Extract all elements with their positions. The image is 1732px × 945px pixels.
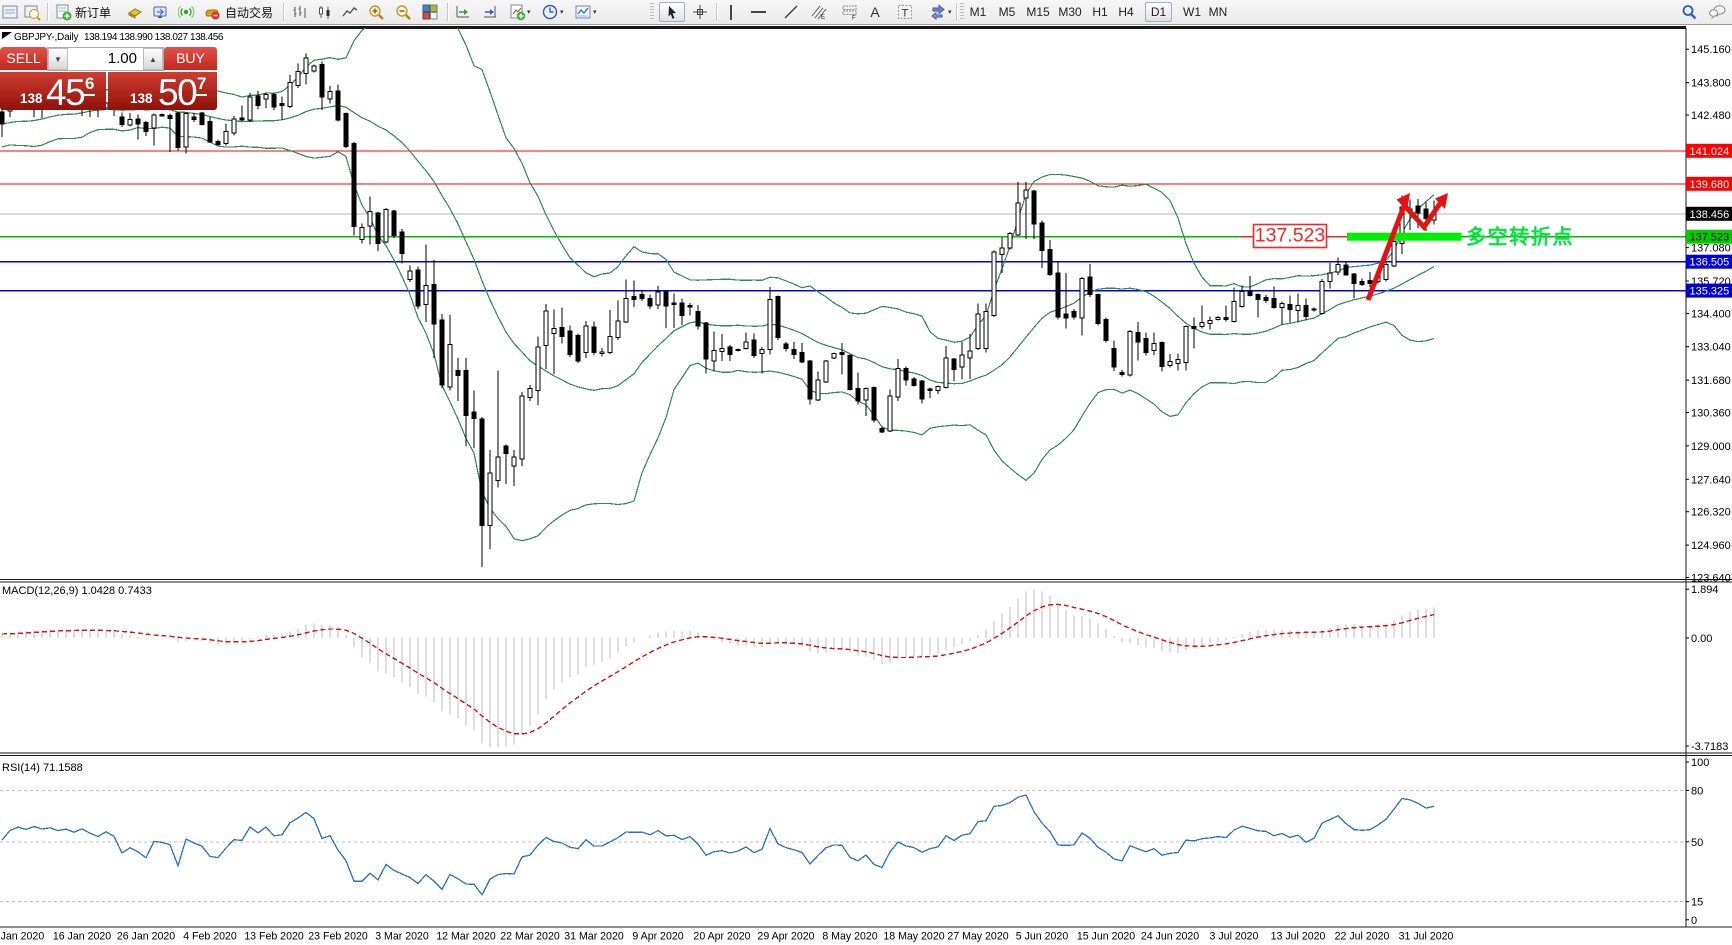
svg-text:80: 80: [1691, 785, 1703, 797]
svg-text:15 Jun 2020: 15 Jun 2020: [1077, 931, 1135, 943]
svg-text:RSI(14) 71.1588: RSI(14) 71.1588: [2, 762, 83, 774]
svg-text:139.680: 139.680: [1690, 179, 1730, 191]
svg-text:8 May 2020: 8 May 2020: [822, 931, 877, 943]
svg-text:12 Mar 2020: 12 Mar 2020: [436, 931, 496, 943]
svg-text:129.000: 129.000: [1691, 441, 1731, 453]
svg-text:27 May 2020: 27 May 2020: [947, 931, 1008, 943]
svg-text:145.160: 145.160: [1691, 44, 1731, 56]
svg-text:3 Jul 2020: 3 Jul 2020: [1210, 931, 1259, 943]
svg-text:7 Jan 2020: 7 Jan 2020: [0, 931, 44, 943]
svg-text:22 Jul 2020: 22 Jul 2020: [1335, 931, 1390, 943]
svg-text:127.640: 127.640: [1691, 474, 1731, 486]
svg-text:142.480: 142.480: [1691, 110, 1731, 122]
svg-text:多空转折点: 多空转折点: [1466, 225, 1574, 249]
svg-text:22 Mar 2020: 22 Mar 2020: [500, 931, 560, 943]
svg-text:0.00: 0.00: [1691, 633, 1712, 645]
svg-text:13 Feb 2020: 13 Feb 2020: [244, 931, 304, 943]
svg-text:MACD(12,26,9) 1.0428 0.7433: MACD(12,26,9) 1.0428 0.7433: [2, 585, 152, 597]
svg-text:138.194 138.990 138.027 138.45: 138.194 138.990 138.027 138.456: [84, 32, 224, 43]
svg-text:26 Jan 2020: 26 Jan 2020: [117, 931, 175, 943]
svg-text:143.800: 143.800: [1691, 78, 1731, 90]
svg-text:133.040: 133.040: [1691, 342, 1731, 354]
svg-text:13 Jul 2020: 13 Jul 2020: [1271, 931, 1326, 943]
svg-text:15: 15: [1691, 897, 1703, 909]
svg-text:31 Mar 2020: 31 Mar 2020: [564, 931, 624, 943]
svg-text:137.523: 137.523: [1255, 225, 1326, 247]
svg-text:123.640: 123.640: [1691, 573, 1731, 585]
svg-text:1.894: 1.894: [1691, 584, 1719, 596]
svg-text:20 Apr 2020: 20 Apr 2020: [693, 931, 750, 943]
svg-text:3 Mar 2020: 3 Mar 2020: [375, 931, 429, 943]
svg-text:50: 50: [1691, 837, 1703, 849]
svg-text:31 Jul 2020: 31 Jul 2020: [1399, 931, 1454, 943]
svg-text:136.505: 136.505: [1690, 257, 1730, 269]
svg-text:135.325: 135.325: [1690, 286, 1730, 298]
svg-text:5 Jun 2020: 5 Jun 2020: [1016, 931, 1069, 943]
svg-text:F: F: [852, 15, 856, 21]
svg-text:137.080: 137.080: [1691, 243, 1731, 255]
svg-text:124.960: 124.960: [1691, 540, 1731, 552]
svg-text:16 Jan 2020: 16 Jan 2020: [53, 931, 111, 943]
svg-text:E: E: [821, 15, 825, 21]
svg-text:130.360: 130.360: [1691, 408, 1731, 420]
svg-text:9 Apr 2020: 9 Apr 2020: [632, 931, 683, 943]
svg-text:29 Apr 2020: 29 Apr 2020: [757, 931, 814, 943]
svg-text:18 May 2020: 18 May 2020: [883, 931, 944, 943]
svg-text:GBPJPY-,Daily: GBPJPY-,Daily: [14, 32, 78, 43]
svg-text:138.456: 138.456: [1690, 209, 1730, 221]
svg-text:126.320: 126.320: [1691, 507, 1731, 519]
svg-text:100: 100: [1691, 757, 1709, 769]
svg-text:137.523: 137.523: [1690, 232, 1730, 244]
svg-text:131.680: 131.680: [1691, 375, 1731, 387]
svg-text:-3.7183: -3.7183: [1691, 741, 1728, 753]
svg-text:134.400: 134.400: [1691, 308, 1731, 320]
svg-text:0: 0: [1691, 915, 1697, 927]
svg-text:141.024: 141.024: [1690, 146, 1730, 158]
svg-text:24 Jun 2020: 24 Jun 2020: [1141, 931, 1199, 943]
svg-text:4 Feb 2020: 4 Feb 2020: [183, 931, 237, 943]
svg-text:23 Feb 2020: 23 Feb 2020: [308, 931, 368, 943]
svg-text:T: T: [901, 7, 908, 19]
